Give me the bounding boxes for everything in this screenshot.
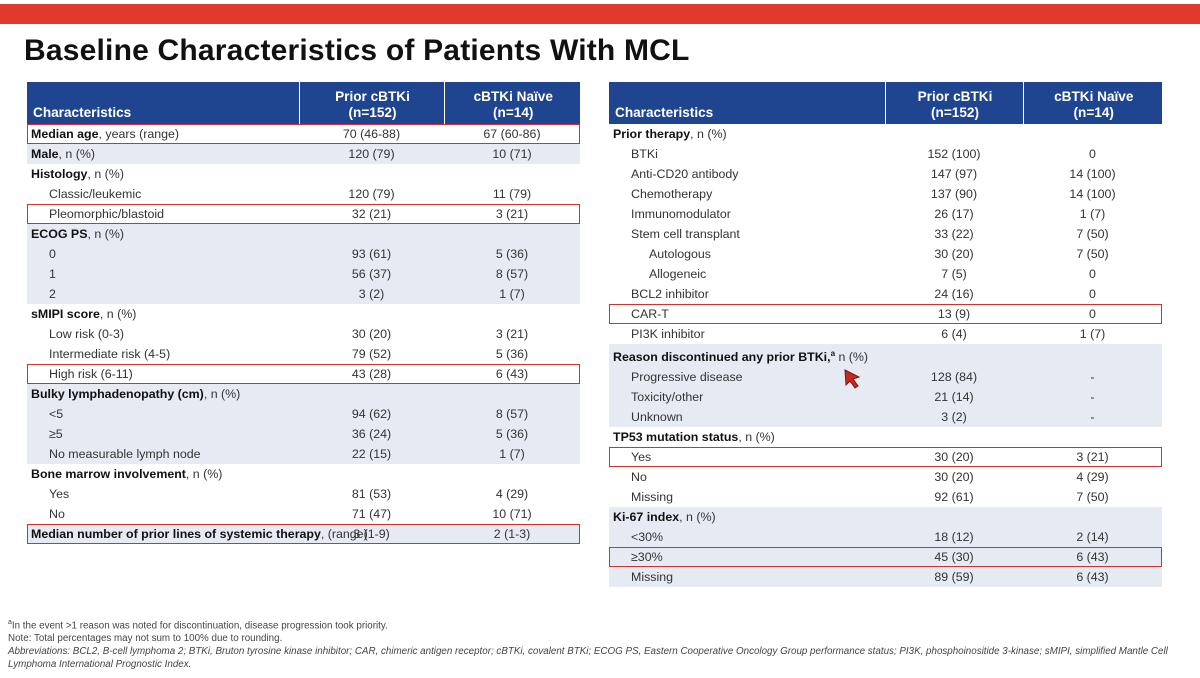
table-row: Bone marrow involvement, n (%) (31, 467, 223, 481)
table-row: <5 94 (62) 8 (57) (27, 404, 580, 424)
table-row: BCL2 inhibitor 24 (16) 0 (631, 287, 1096, 301)
table-row: Low risk (0-3) 30 (20) 3 (21) (49, 327, 529, 341)
table-row: No 30 (20) 4 (29) (631, 470, 1109, 485)
table-row: BTKi 152 (100) 0 (631, 147, 1096, 161)
header-characteristics: Characteristics (27, 82, 299, 124)
footnote-a: aIn the event >1 reason was noted for di… (8, 619, 388, 632)
table-row: Chemotherapy 137 (90) 14 (100) (631, 187, 1116, 201)
mouse-pointer-icon (844, 369, 861, 389)
footnote-abbreviations: Abbreviations: BCL2, B-cell lymphoma 2; … (8, 646, 1168, 671)
table-row: High risk (6-11) 43 (28) 6 (43) (27, 364, 580, 384)
table-row: No measurable lymph node 22 (15) 1 (7) (27, 444, 580, 464)
header-prior-cbtki: Prior cBTKi (n=152) (298, 82, 444, 124)
footnotes: aIn the event >1 reason was noted for di… (8, 616, 1188, 671)
table-row: Immunomodulator 26 (17) 1 (7) (631, 207, 1106, 221)
table-row: sMIPI score, n (%) (31, 307, 137, 321)
table-row: Progressive disease 128 (84) - (609, 367, 1162, 388)
table-row: Bulky lymphadenopathy (cm), n (%) (27, 384, 580, 404)
table-row: Missing 92 (61) 7 (50) (631, 490, 1109, 505)
table-row: 0 93 (61) 5 (36) (27, 244, 580, 264)
table-row: Intermediate risk (4-5) 79 (52) 5 (36) (49, 347, 529, 361)
footnote-note: Note: Total percentages may not sum to 1… (8, 633, 283, 645)
table-row: CAR-T 13 (9) 0 (609, 304, 1162, 324)
table-row: Yes 30 (20) 3 (21) (609, 447, 1162, 468)
table-row: Male, n (%) 120 (79) 10 (71) (27, 144, 580, 164)
page-title: Baseline Characteristics of Patients Wit… (24, 34, 690, 67)
header-characteristics: Characteristics (609, 82, 885, 124)
table-row: Reason discontinued any prior BTKi,a n (… (609, 344, 1162, 368)
table-row: ≥5 36 (24) 5 (36) (27, 424, 580, 444)
table-row: Yes 81 (53) 4 (29) (49, 487, 529, 501)
right-characteristics-table: Characteristics Prior cBTKi (n=152) cBTK… (609, 82, 1162, 588)
table-row: Missing 89 (59) 6 (43) (609, 567, 1162, 588)
header-cbtki-naive: cBTKi Naïve (n=14) (443, 82, 580, 124)
table-row: <30% 18 (12) 2 (14) (609, 527, 1162, 548)
table-row: Allogeneic 7 (5) 0 (649, 267, 1096, 281)
table-row: Toxicity/other 21 (14) - (609, 387, 1162, 408)
table-row: Stem cell transplant 33 (22) 7 (50) (631, 227, 1109, 241)
table-row: PI3K inhibitor 6 (4) 1 (7) (631, 327, 1106, 341)
table-row: No 71 (47) 10 (71) (49, 507, 532, 521)
table-row: Unknown 3 (2) - (609, 407, 1162, 428)
table-row: 1 56 (37) 8 (57) (27, 264, 580, 284)
table-row: TP53 mutation status, n (%) (613, 430, 775, 445)
table-row: ECOG PS, n (%) (27, 224, 580, 244)
table-row: Anti-CD20 antibody 147 (97) 14 (100) (631, 167, 1116, 181)
table-row: Median number of prior lines of systemic… (27, 524, 580, 544)
table-row: Autologous 30 (20) 7 (50) (649, 247, 1109, 261)
table-row: 2 3 (2) 1 (7) (27, 284, 580, 304)
header-cbtki-naive: cBTKi Naïve (n=14) (1022, 82, 1162, 124)
table-row: Classic/leukemic 120 (79) 11 (79) (49, 187, 532, 201)
left-characteristics-table: Characteristics Prior cBTKi (n=152) cBTK… (27, 82, 580, 544)
header-prior-cbtki: Prior cBTKi (n=152) (884, 82, 1023, 124)
table-row: Median age, years (range) 70 (46-88) 67 (… (27, 124, 580, 144)
table-row: ≥30% 45 (30) 6 (43) (609, 547, 1162, 568)
table-row: Histology, n (%) (31, 167, 124, 181)
table-row: Pleomorphic/blastoid 32 (21) 3 (21) (27, 204, 580, 224)
table-row: Prior therapy, n (%) (613, 127, 727, 141)
top-accent-bar (0, 0, 1200, 24)
table-row: Ki-67 index, n (%) (609, 507, 1162, 528)
